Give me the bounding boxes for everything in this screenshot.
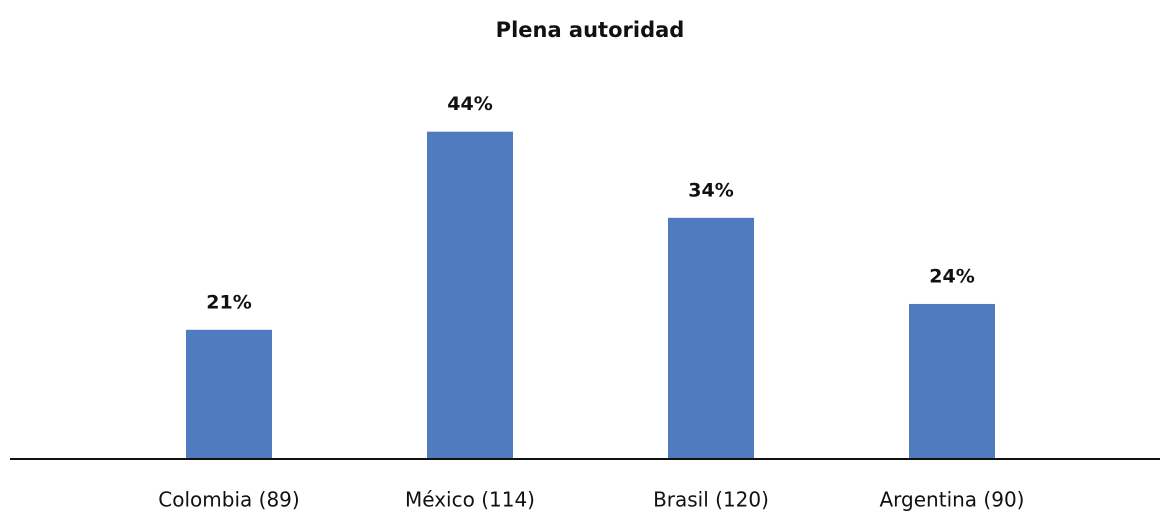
data-label: 21%: [206, 291, 251, 313]
x-tick-label: Brasil (120): [653, 488, 769, 512]
data-label: 44%: [447, 93, 492, 115]
bar: [668, 217, 754, 459]
x-tick-label: México (114): [405, 488, 535, 512]
bar: [427, 131, 513, 459]
data-label: 34%: [688, 179, 733, 201]
chart-title: Plena autoridad: [496, 18, 685, 42]
bar: [186, 329, 272, 459]
x-tick-label: Argentina (90): [880, 488, 1025, 512]
bar: [909, 303, 995, 459]
data-label: 24%: [929, 265, 974, 287]
x-tick-label: Colombia (89): [158, 488, 299, 512]
